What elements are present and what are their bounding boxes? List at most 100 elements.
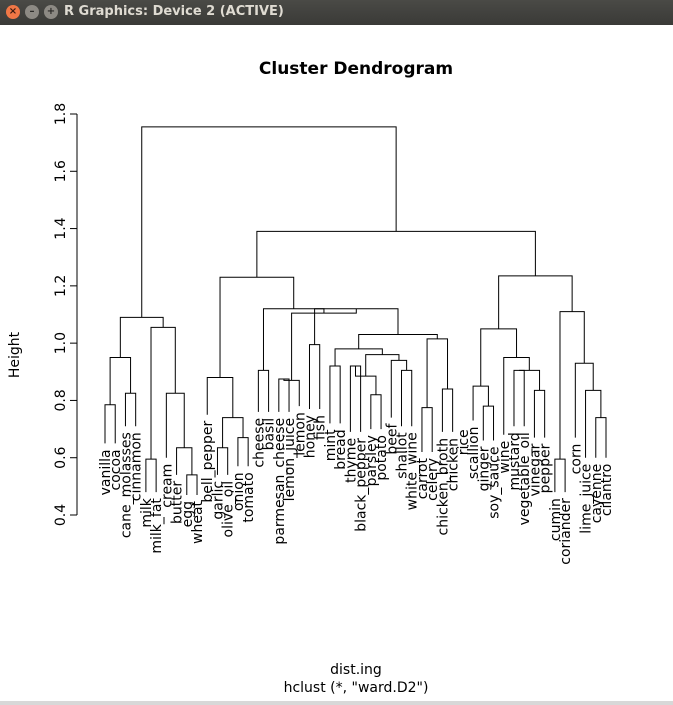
- y-tick-label: 1.6: [53, 160, 69, 182]
- y-axis-label: Height: [7, 331, 23, 378]
- dendrogram-branch: [291, 308, 357, 381]
- dendrogram-branch: [219, 276, 295, 378]
- leaf-label: milk: [139, 497, 155, 527]
- dendrogram-branch: [141, 126, 397, 318]
- leaf-label: thyme: [343, 438, 359, 483]
- leaf-label: cheese: [251, 418, 267, 468]
- y-tick-label: 1.4: [53, 217, 69, 239]
- dendrogram-branch: [308, 344, 321, 410]
- dendrogram-branch: [334, 348, 383, 367]
- y-tick-label: 1.2: [53, 275, 69, 297]
- dendrogram-branch: [186, 474, 198, 495]
- dendrogram-branch: [533, 389, 546, 438]
- minimize-icon[interactable]: –: [25, 5, 39, 19]
- dendrogram-branch: [441, 388, 454, 432]
- leaf-label: rice: [456, 429, 472, 455]
- dendrogram-branch: [176, 447, 193, 475]
- leaf-label: cream: [159, 464, 175, 508]
- leaf-label: vinegar: [527, 443, 543, 496]
- dendrogram-branches: [104, 126, 607, 495]
- dendrogram-branch: [482, 405, 495, 441]
- close-icon[interactable]: ×: [6, 5, 20, 19]
- dendrogram-branch: [513, 369, 525, 427]
- leaf-label: lemon_juice: [282, 418, 298, 502]
- leaf-label: shallot: [395, 432, 411, 479]
- dendrogram-branch: [554, 458, 566, 493]
- leaf-label: potato: [374, 435, 390, 481]
- leaf-label: carrot: [415, 457, 431, 499]
- leaf-label: chicken: [446, 438, 462, 491]
- y-axis: 0.4 0.6 0.8 1.0 1.2 1.4 1.6 1.8: [53, 103, 78, 526]
- dendrogram-branch: [370, 394, 382, 430]
- dendrogram-branch: [216, 447, 229, 475]
- dendrogram-chart: Cluster Dendrogram Height dist.ing hclus…: [7, 59, 615, 696]
- y-tick-label: 1.8: [53, 103, 69, 125]
- dendrogram-branch: [165, 392, 185, 458]
- leaf-label: mint: [323, 429, 339, 461]
- chart-title: Cluster Dendrogram: [259, 59, 453, 79]
- leaf-label: bell_pepper: [200, 421, 216, 503]
- leaf-label: wine: [497, 441, 513, 474]
- leaf-label: cayenne: [589, 464, 605, 524]
- dendrogram-branch: [145, 458, 157, 493]
- leaf-label: lemon: [292, 412, 308, 456]
- x-axis-label: dist.ing: [330, 662, 382, 678]
- leaf-label: parmesan_cheese: [272, 418, 288, 545]
- plot-area: Cluster Dendrogram Height dist.ing hclus…: [0, 25, 673, 701]
- leaf-label: basil: [262, 418, 278, 451]
- dendrogram-branch: [349, 365, 362, 432]
- dendrogram-branch: [421, 407, 433, 452]
- leaf-label: fish: [313, 415, 329, 440]
- dendrogram-branch: [329, 365, 341, 424]
- dendrogram-branch: [574, 362, 594, 438]
- leaf-label: mustard: [507, 432, 523, 490]
- leaf-label: egg: [180, 501, 196, 527]
- dendrogram-branch: [390, 359, 408, 418]
- leaf-label: olive_oil: [221, 481, 237, 538]
- dendrogram-branch: [119, 316, 164, 358]
- leaf-label: parsley: [364, 435, 380, 486]
- leaf-label: tomato: [241, 472, 257, 522]
- leaf-label: onion: [231, 472, 247, 511]
- dendrogram-branch: [109, 356, 132, 405]
- dendrogram-branch: [426, 338, 449, 408]
- leaf-label: cinnamon: [129, 432, 145, 501]
- dendrogram-branch: [222, 417, 244, 448]
- leaf-label: milk_fat: [149, 498, 165, 554]
- maximize-icon[interactable]: +: [44, 5, 58, 19]
- dendrogram-branch: [585, 389, 602, 458]
- dendrogram-branch: [283, 378, 300, 407]
- y-tick-label: 0.8: [53, 389, 69, 411]
- leaf-label: chicken_broth: [435, 438, 451, 536]
- leaf-label: garlic: [210, 481, 226, 520]
- dendrogram-branch: [314, 308, 399, 345]
- leaf-label: lime_juice: [579, 464, 595, 534]
- leaf-label: scallion: [466, 426, 482, 479]
- dendrogram-branch: [278, 378, 290, 412]
- leaf-label: bread: [333, 429, 349, 469]
- leaf-label: cane_molasses: [118, 432, 134, 538]
- y-tick-label: 0.6: [53, 446, 69, 468]
- leaf-label: corn: [568, 444, 584, 475]
- dendrogram-branch: [237, 437, 249, 467]
- leaf-labels: vanillacocoacane_molassescinnamonmilkmil…: [98, 412, 615, 565]
- dendrogram-branch: [206, 377, 234, 418]
- leaf-label: honey: [302, 415, 318, 458]
- dendrogram-branch: [401, 369, 413, 427]
- dendrogram-branch: [365, 354, 400, 377]
- dendrogram-branch: [358, 334, 438, 349]
- dendrogram-branch: [559, 311, 585, 460]
- dendrogram-branch: [124, 392, 137, 427]
- dendrogram-branch: [595, 417, 607, 458]
- leaf-label: celery: [425, 458, 441, 501]
- title-bar[interactable]: × – + R Graphics: Device 2 (ACTIVE): [0, 0, 673, 25]
- leaf-label: cocoa: [108, 449, 124, 490]
- leaf-label: cumin: [548, 498, 564, 541]
- leaf-label: vanilla: [98, 449, 114, 495]
- x-axis-sublabel: hclust (*, "ward.D2"): [284, 680, 429, 696]
- leaf-label: ginger: [476, 446, 492, 491]
- dendrogram-branch: [472, 385, 489, 421]
- leaf-label: black_pepper: [354, 438, 370, 532]
- dendrogram-branch: [498, 275, 573, 329]
